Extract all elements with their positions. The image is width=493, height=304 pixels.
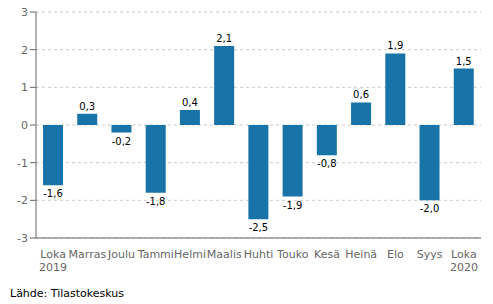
svg-text:Huhti: Huhti [244, 248, 274, 261]
svg-text:Joulu: Joulu [107, 248, 135, 261]
svg-text:1: 1 [21, 81, 28, 94]
svg-text:0,6: 0,6 [353, 89, 369, 100]
svg-text:-1,6: -1,6 [43, 188, 63, 199]
svg-text:1,9: 1,9 [387, 40, 403, 51]
svg-text:Heinä: Heinä [345, 248, 377, 261]
svg-text:Tammi: Tammi [137, 248, 174, 261]
svg-text:Loka2020: Loka2020 [450, 248, 478, 274]
svg-text:-1: -1 [17, 157, 28, 170]
svg-text:2,1: 2,1 [216, 33, 232, 44]
svg-text:-1,9: -1,9 [283, 200, 303, 211]
svg-text:Syys: Syys [417, 248, 443, 261]
html-text:Lähde: Tilastokeskus: Lähde: Tilastokeskus [10, 287, 124, 300]
svg-text:0: 0 [21, 119, 28, 132]
svg-text:Marras: Marras [69, 248, 107, 261]
svg-text:Loka2019: Loka2019 [39, 248, 67, 274]
svg-text:-3: -3 [17, 232, 28, 245]
svg-text:0,4: 0,4 [182, 97, 198, 108]
svg-text:0,3: 0,3 [79, 101, 95, 112]
svg-text:Touko: Touko [276, 248, 309, 261]
svg-text:3: 3 [21, 6, 28, 19]
svg-text:-0,2: -0,2 [112, 136, 132, 147]
svg-text:Elo: Elo [387, 248, 404, 261]
svg-text:2: 2 [21, 44, 28, 57]
svg-text:-2,0: -2,0 [420, 203, 440, 214]
svg-text:-0,8: -0,8 [317, 158, 337, 169]
svg-text:Maalis: Maalis [207, 248, 242, 261]
svg-text:Kesä: Kesä [314, 248, 340, 261]
svg-text:1,5: 1,5 [456, 56, 472, 67]
svg-text:-2,5: -2,5 [249, 222, 269, 233]
svg-text:-2: -2 [17, 194, 28, 207]
svg-text:-1,8: -1,8 [146, 196, 166, 207]
svg-text:Helmi: Helmi [174, 248, 206, 261]
